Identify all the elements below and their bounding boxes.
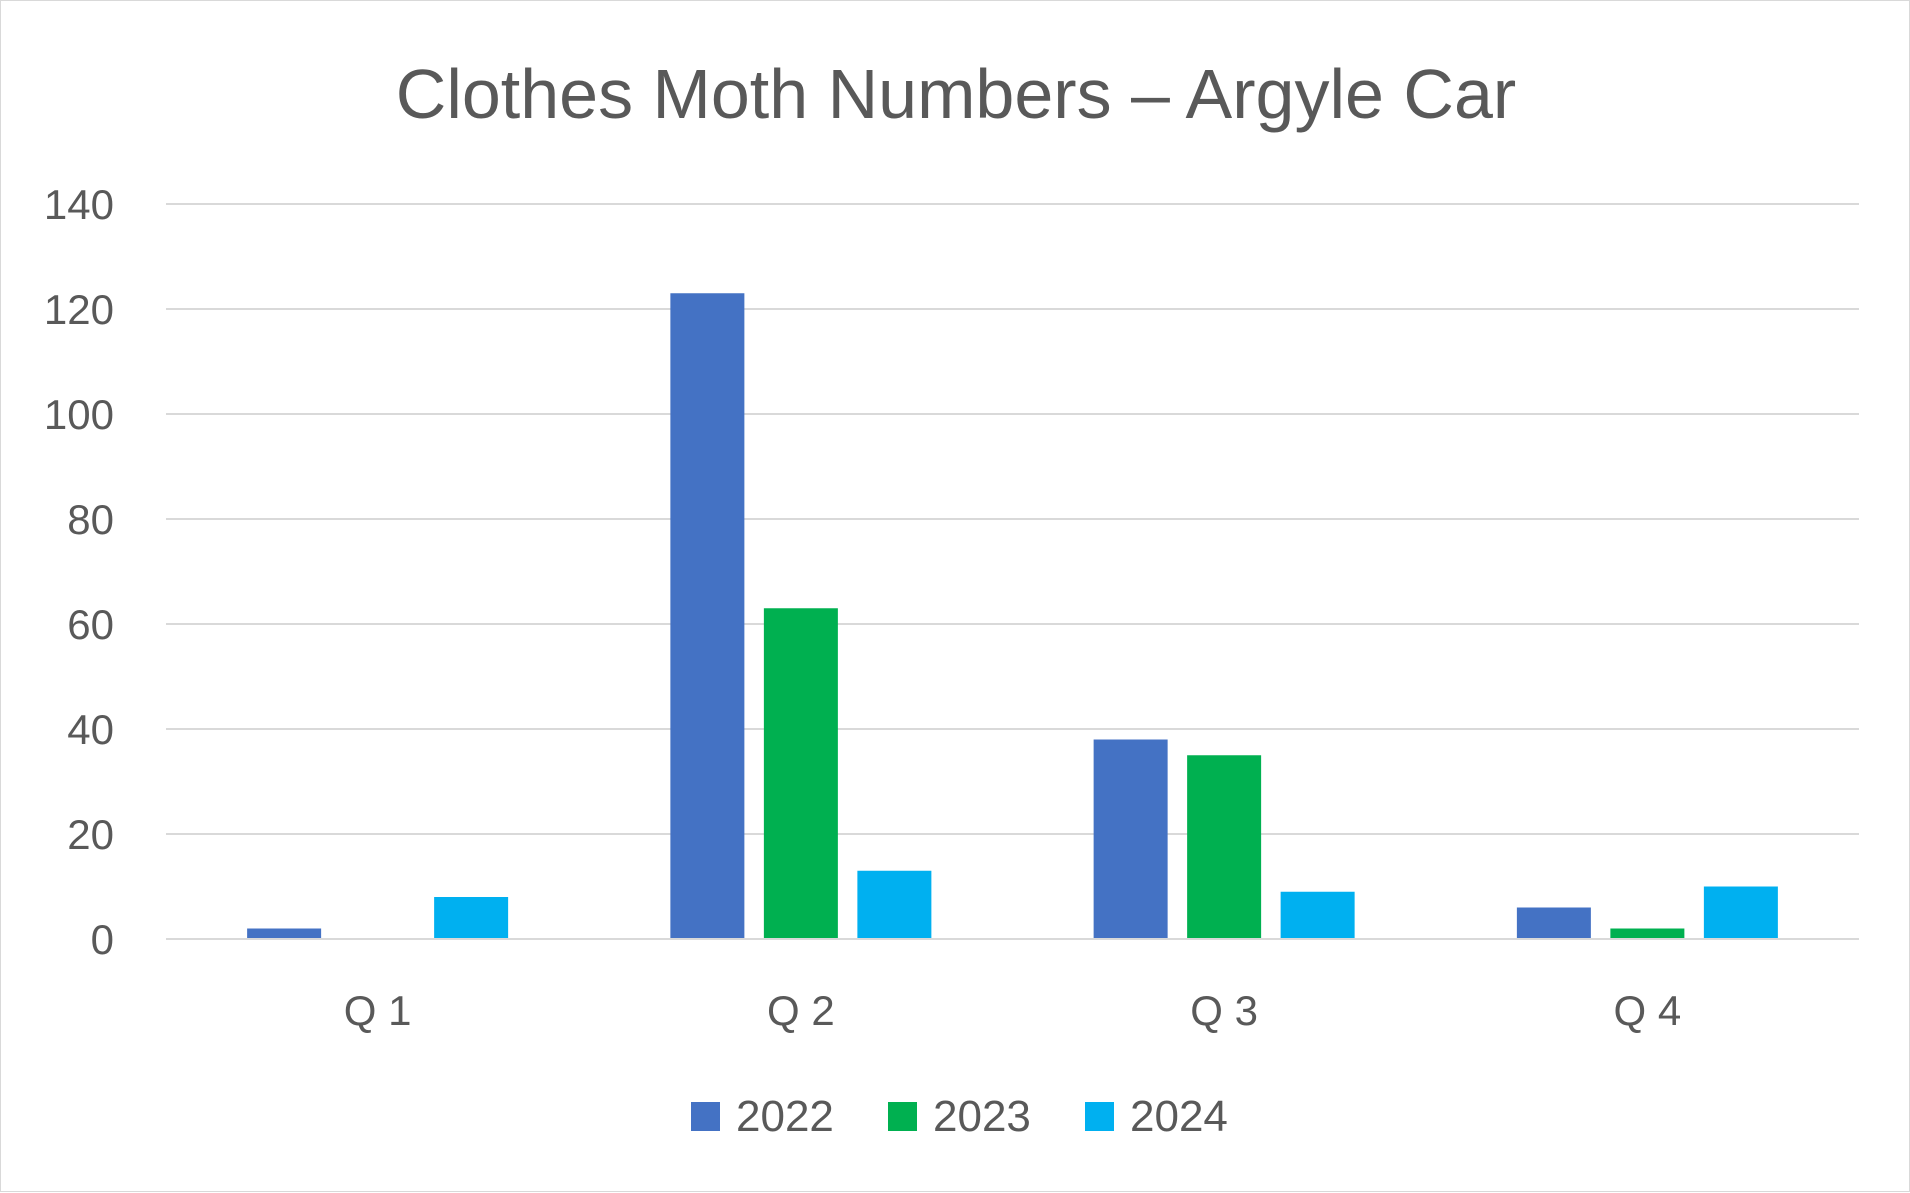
bar-2024-q3[interactable] — [1280, 891, 1355, 939]
y-tick-label: 140 — [44, 181, 114, 228]
legend-item-2024[interactable]: 2024 — [1085, 1092, 1228, 1141]
bar-2024-q2[interactable] — [857, 870, 932, 939]
legend-item-2023[interactable]: 2023 — [888, 1092, 1031, 1141]
y-tick-label: 120 — [44, 286, 114, 333]
y-axis-tick-labels: 0 20 40 60 80 100 120 140 — [44, 181, 114, 963]
x-category-label: Q 4 — [1614, 987, 1682, 1034]
x-category-label: Q 3 — [1190, 987, 1258, 1034]
x-axis-category-labels: Q 1 Q 2 Q 3 Q 4 — [344, 987, 1681, 1034]
bar-2023-q4[interactable] — [1610, 928, 1685, 940]
legend-item-2022[interactable]: 2022 — [691, 1092, 834, 1141]
y-tick-label: 20 — [67, 811, 114, 858]
bar-2022-q3[interactable] — [1093, 739, 1168, 940]
bars — [247, 293, 1778, 939]
legend[interactable]: 2022 2023 2024 — [691, 1092, 1228, 1141]
legend-swatch — [691, 1102, 720, 1131]
chart-title: Clothes Moth Numbers – Argyle Car — [396, 55, 1516, 133]
x-category-label: Q 1 — [344, 987, 412, 1034]
bar-2024-q1[interactable] — [434, 897, 509, 939]
legend-swatch — [888, 1102, 917, 1131]
x-category-label: Q 2 — [767, 987, 835, 1034]
y-tick-label: 100 — [44, 391, 114, 438]
y-tick-label: 80 — [67, 496, 114, 543]
legend-label: 2024 — [1130, 1092, 1228, 1141]
legend-label: 2022 — [736, 1092, 834, 1141]
bar-2022-q2[interactable] — [670, 293, 745, 939]
y-tick-label: 40 — [67, 706, 114, 753]
bar-2024-q4[interactable] — [1703, 886, 1778, 940]
y-tick-label: 60 — [67, 601, 114, 648]
legend-swatch — [1085, 1102, 1114, 1131]
bar-2022-q4[interactable] — [1516, 907, 1591, 940]
bar-2022-q1[interactable] — [247, 928, 322, 940]
legend-label: 2023 — [933, 1092, 1031, 1141]
bar-2023-q2[interactable] — [763, 608, 838, 939]
bar-2023-q3[interactable] — [1187, 755, 1262, 939]
gridlines — [166, 203, 1859, 835]
y-tick-label: 0 — [91, 916, 114, 963]
